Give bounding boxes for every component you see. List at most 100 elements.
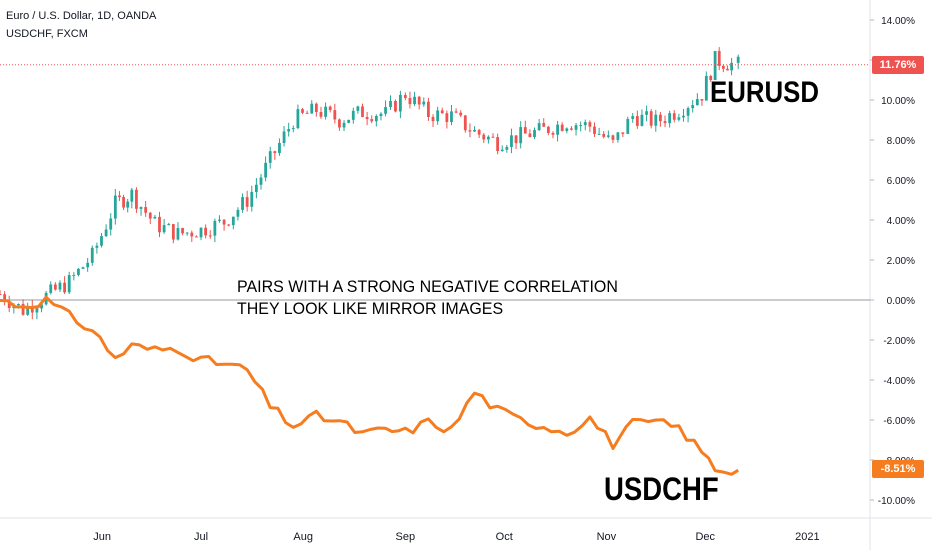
- eurusd-candle: [551, 131, 555, 139]
- eurusd-candle: [342, 120, 346, 132]
- x-tick-label: 2021: [795, 531, 819, 543]
- eurusd-candle: [86, 258, 90, 272]
- x-tick-label: Jun: [93, 531, 111, 543]
- eurusd-candle: [0, 290, 2, 295]
- eurusd-candle: [231, 216, 235, 230]
- eurusd-candle: [668, 110, 672, 128]
- chart-title: Euro / U.S. Dollar, 1D, OANDA: [6, 10, 157, 22]
- eurusd-candle: [370, 115, 374, 124]
- eurusd-candle: [403, 92, 407, 101]
- eurusd-candle: [171, 223, 175, 244]
- eurusd-candle: [505, 144, 509, 153]
- y-tick-label: 8.00%: [887, 136, 915, 147]
- eurusd-candle: [139, 206, 143, 216]
- eurusd-candle: [67, 271, 71, 295]
- annotation-caption-line2: THEY LOOK LIKE MIRROR IMAGES: [237, 299, 504, 318]
- eurusd-candle: [523, 120, 527, 134]
- annotation-caption-line1: PAIRS WITH A STRONG NEGATIVE CORRELATION: [237, 277, 618, 296]
- eurusd-candle: [436, 106, 440, 125]
- eurusd-candle: [537, 118, 541, 132]
- y-tick-label: 4.00%: [887, 216, 915, 227]
- y-tick-label: 2.00%: [887, 256, 915, 267]
- eurusd-candle: [3, 291, 7, 306]
- y-tick-label: -2.00%: [883, 336, 915, 347]
- annotation-usdchf: USDCHF: [604, 471, 719, 507]
- eurusd-candle: [663, 115, 667, 128]
- eurusd-candle: [593, 122, 596, 138]
- eurusd-candle: [104, 224, 108, 238]
- eurusd-candle: [621, 132, 625, 138]
- eurusd-candle: [616, 131, 620, 143]
- eurusd-candle: [496, 133, 500, 155]
- x-tick-label: Oct: [496, 531, 513, 543]
- eurusd-candle: [81, 266, 85, 270]
- eurusd-candle: [473, 126, 476, 132]
- eurusd-candle: [556, 120, 559, 142]
- eurusd-candle: [250, 185, 254, 212]
- eurusd-candle: [53, 282, 57, 291]
- x-tick-label: Nov: [597, 531, 617, 543]
- eurusd-candle: [560, 122, 564, 132]
- eurusd-candle: [296, 104, 300, 130]
- eurusd-candle: [347, 119, 351, 124]
- eurusd-candle: [208, 230, 212, 239]
- eurusd-candle: [361, 103, 364, 118]
- eurusd-candle: [682, 108, 685, 122]
- eurusd-candle: [413, 91, 416, 107]
- eurusd-candle: [514, 135, 518, 150]
- eurusd-candle: [213, 218, 217, 243]
- eurusd-candle: [204, 224, 208, 239]
- eurusd-candle: [717, 47, 721, 71]
- y-tick-label: 6.00%: [887, 176, 915, 187]
- eurusd-candle: [90, 245, 94, 266]
- eurusd-candle: [635, 110, 639, 129]
- eurusd-candle: [222, 219, 226, 231]
- eurusd-candle: [408, 91, 412, 109]
- eurusd-candle: [445, 110, 449, 129]
- eurusd-candle: [454, 108, 458, 114]
- eurusd-candle: [126, 198, 130, 213]
- eurusd-candle: [49, 281, 53, 295]
- eurusd-candle: [135, 187, 138, 213]
- eurusd-candle: [417, 95, 421, 110]
- eurusd-candle: [695, 93, 699, 106]
- eurusd-candle: [533, 127, 536, 140]
- eurusd-candle: [691, 100, 695, 113]
- eurusd-candle: [162, 219, 166, 234]
- eurusd-candle: [398, 90, 402, 119]
- eurusd-candle: [130, 187, 134, 209]
- eurusd-candle: [736, 54, 740, 70]
- eurusd-candle: [626, 116, 630, 135]
- eurusd-candle: [519, 121, 523, 149]
- eurusd-candle: [486, 135, 490, 144]
- eurusd-candle: [431, 114, 435, 127]
- eurusd-candle: [100, 233, 103, 248]
- eurusd-candle: [463, 115, 467, 133]
- eurusd-candle: [63, 276, 66, 295]
- eurusd-candle: [185, 232, 189, 236]
- y-tick-label: -4.00%: [883, 376, 915, 387]
- eurusd-candle: [491, 133, 495, 138]
- eurusd-candle: [254, 177, 258, 199]
- eurusd-candle: [440, 107, 444, 114]
- eurusd-candle: [500, 145, 504, 152]
- eurusd-candle: [579, 121, 583, 132]
- y-tick-label: -10.00%: [878, 496, 915, 507]
- eurusd-candle: [195, 235, 198, 238]
- eurusd-candle: [301, 107, 304, 115]
- y-tick-label: 14.00%: [881, 16, 915, 27]
- eurusd-candle: [26, 302, 30, 317]
- eurusd-candle: [144, 200, 148, 217]
- eurusd-candle: [245, 190, 249, 212]
- eurusd-candle: [704, 71, 708, 101]
- eurusd-candle: [236, 207, 240, 221]
- eurusd-candle: [565, 127, 569, 134]
- eurusd-candle: [510, 128, 513, 154]
- eurusd-candle: [273, 150, 277, 160]
- eurusd-candle: [259, 174, 263, 190]
- eurusd-candle: [365, 111, 369, 126]
- eurusd-candle: [597, 127, 601, 135]
- eurusd-candle: [542, 118, 546, 127]
- eurusd-candle: [713, 50, 717, 81]
